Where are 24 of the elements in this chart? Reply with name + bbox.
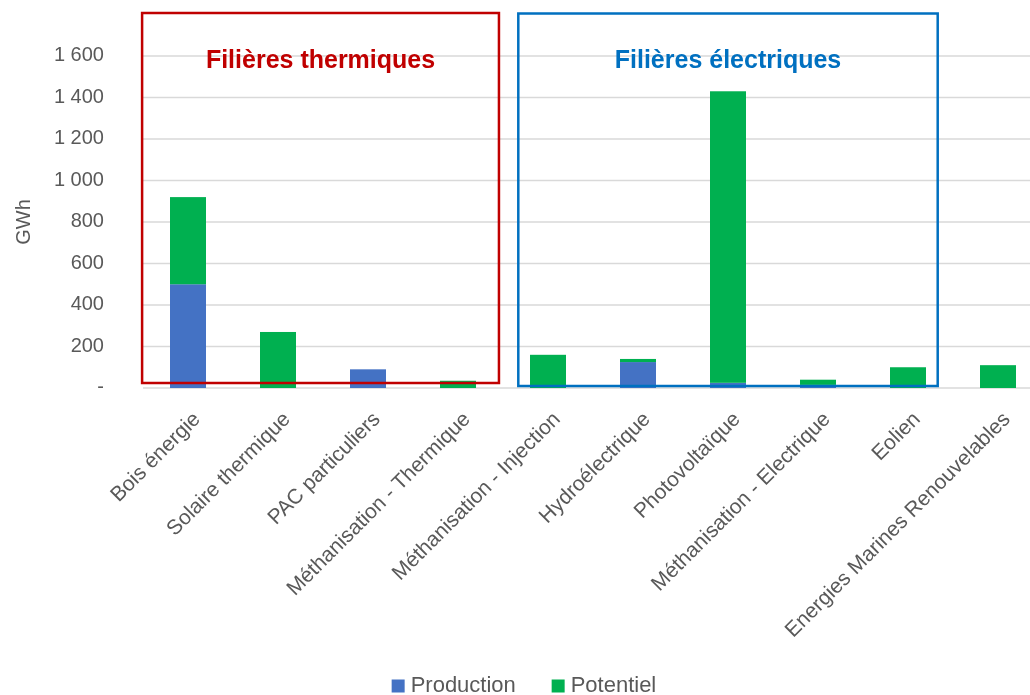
bar xyxy=(710,91,746,383)
bar xyxy=(890,367,926,388)
bar xyxy=(170,197,206,285)
annotation: Filières thermiques xyxy=(205,45,436,73)
bar xyxy=(620,358,656,363)
bar xyxy=(980,365,1016,388)
y-tick-label: 200 xyxy=(70,333,104,356)
y-tick-label: 1 400 xyxy=(53,84,104,107)
y-tick-label: 1 200 xyxy=(53,126,104,149)
bar xyxy=(800,379,836,385)
y-tick-label: 600 xyxy=(70,250,104,273)
annotation: Filières électriques xyxy=(614,45,842,73)
y-tick-label: 400 xyxy=(70,292,104,315)
y-tick-label: 1 600 xyxy=(53,43,104,66)
y-axis-title: GWh xyxy=(12,199,34,245)
bar xyxy=(620,362,656,388)
y-tick-label: - xyxy=(97,375,104,398)
bar xyxy=(170,284,206,388)
y-tick-label: 1 000 xyxy=(53,167,104,190)
legend-label: Production xyxy=(410,671,516,695)
bar xyxy=(260,331,296,388)
legend-label: Potentiel xyxy=(570,671,657,695)
bar xyxy=(530,354,566,388)
y-tick-label: 800 xyxy=(70,209,104,232)
